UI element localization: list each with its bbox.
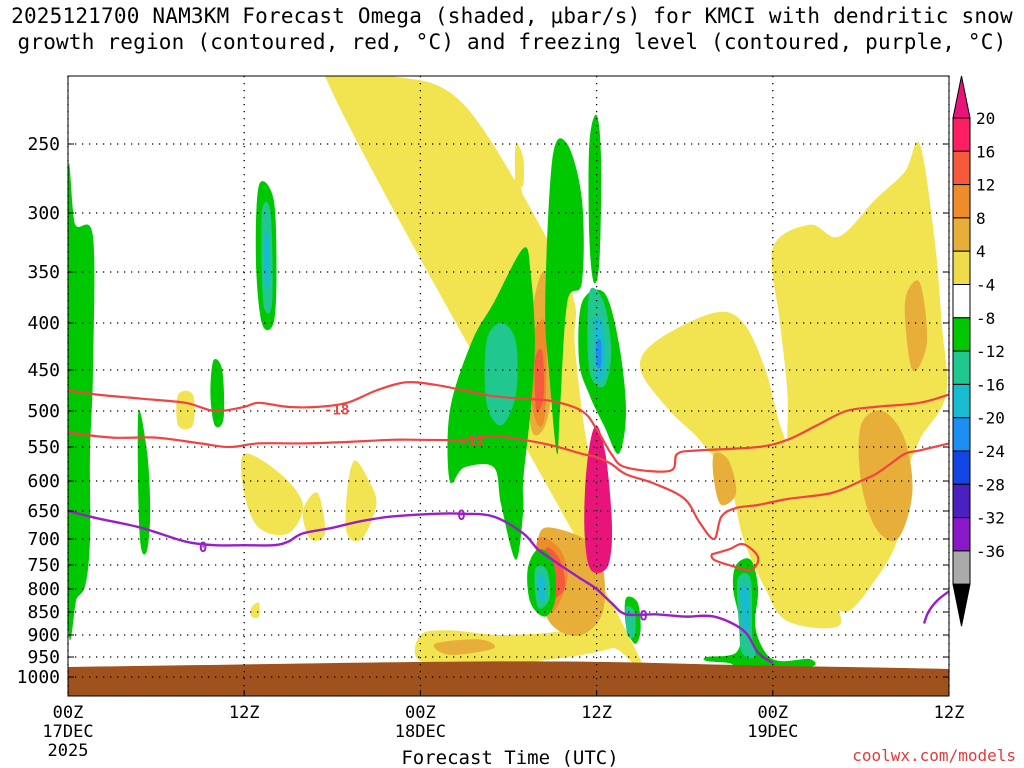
freezing-level-contour xyxy=(68,509,774,665)
omega-shaded-region-39 xyxy=(537,573,546,601)
colorbar-label-7: -12 xyxy=(976,342,1005,361)
colorbar-top-triangle xyxy=(952,75,971,119)
colorbar-label-4: 4 xyxy=(976,242,986,261)
omega-shaded-region-14 xyxy=(433,639,496,655)
omega-shaded-region-6 xyxy=(514,171,527,237)
colorbar-label-11: -28 xyxy=(976,475,1005,494)
x-tick-label-0-2: 2025 xyxy=(48,741,89,761)
omega-shaded-region-26 xyxy=(545,138,584,455)
y-tick-label-950: 950 xyxy=(27,647,60,668)
omega-shaded-region-7 xyxy=(176,390,195,430)
colorbar-swatch-13 xyxy=(952,550,971,585)
y-tick-label-400: 400 xyxy=(27,313,60,334)
plot-frame xyxy=(67,75,950,697)
y-tick-label-350: 350 xyxy=(27,262,60,283)
omega-shaded-region-12 xyxy=(712,452,737,506)
colorbar-label-12: -32 xyxy=(976,509,1005,528)
omega-shaded-region-24 xyxy=(210,358,225,428)
colorbar-label-8: -16 xyxy=(976,375,1005,394)
colorbar-label-5: -4 xyxy=(976,276,995,295)
colorbar-swatch-6 xyxy=(952,317,971,352)
y-tick-label-700: 700 xyxy=(27,529,60,550)
omega-shaded-region-8 xyxy=(250,602,260,619)
colorbar-label-0: 20 xyxy=(976,109,995,128)
x-tick-label-36-0: 12Z xyxy=(581,703,612,723)
colorbar-swatch-11 xyxy=(952,483,971,519)
colorbar-swatch-3 xyxy=(952,217,971,252)
omega-shaded-region-27 xyxy=(588,114,602,284)
omega-shaded-region-31 xyxy=(703,558,816,668)
colorbar-label-10: -24 xyxy=(976,442,1005,461)
omega-shaded-region-4 xyxy=(640,311,842,629)
dgz-contour-1 xyxy=(68,431,949,541)
chart-title-line-1: 2025121700 NAM3KM Forecast Omega (shaded… xyxy=(11,4,1013,28)
colorbar-swatch-1 xyxy=(952,150,971,186)
colorbar-label-9: -20 xyxy=(976,409,1005,428)
y-tick-label-850: 850 xyxy=(27,602,60,623)
y-tick-label-500: 500 xyxy=(27,401,60,422)
colorbar-swatch-5 xyxy=(952,284,971,319)
omega-shaded-region-2 xyxy=(302,492,326,541)
omega-shaded-region-21 xyxy=(68,163,95,641)
dgz-contour-label-1: -12 xyxy=(459,434,484,450)
x-tick-label-48-1: 19DEC xyxy=(747,722,798,742)
y-tick-label-750: 750 xyxy=(27,555,60,576)
omega-shaded-region-11 xyxy=(858,410,913,542)
x-tick-label-24-0: 00Z xyxy=(405,703,436,723)
colorbar-bottom-triangle xyxy=(952,583,971,627)
x-axis-label: Forecast Time (UTC) xyxy=(401,747,618,768)
omega-shaded-region-9 xyxy=(514,143,525,187)
colorbar-swatch-10 xyxy=(952,450,971,485)
omega-shaded-region-32 xyxy=(484,323,518,426)
colorbar-label-1: 16 xyxy=(976,142,995,161)
omega-shaded-region-1 xyxy=(345,460,377,542)
freezing-level-label-1: 0 xyxy=(199,540,207,556)
y-tick-label-450: 450 xyxy=(27,360,60,381)
omega-shaded-region-42 xyxy=(596,338,602,369)
x-tick-label-12-0: 12Z xyxy=(229,703,260,723)
x-tick-label-60-0: 12Z xyxy=(934,703,965,723)
colorbar-label-6: -8 xyxy=(976,309,995,328)
y-tick-label-650: 650 xyxy=(27,501,60,522)
dgz-contour-2 xyxy=(710,542,760,572)
omega-shaded-region-13 xyxy=(904,280,928,372)
colorbar-swatch-9 xyxy=(952,417,971,452)
y-tick-label-1000: 1000 xyxy=(17,667,60,688)
omega-shaded-region-41 xyxy=(264,230,270,288)
freezing-level-label-2: 0 xyxy=(457,508,465,524)
freezing-level-label-3: 0 xyxy=(639,608,647,624)
y-tick-label-300: 300 xyxy=(27,203,60,224)
colorbar-swatch-7 xyxy=(952,350,971,385)
colorbar-label-13: -36 xyxy=(976,542,1005,561)
freezing-level-contour-right xyxy=(922,590,949,624)
y-tick-label-550: 550 xyxy=(27,437,60,458)
site-credit: coolwx.com/models xyxy=(852,746,1016,765)
y-tick-label-900: 900 xyxy=(27,625,60,646)
terrain-surface xyxy=(68,661,949,696)
colorbar-label-3: 8 xyxy=(976,209,986,228)
colorbar-swatch-0 xyxy=(952,117,971,152)
chart-title-line-2: growth region (contoured, red, °C) and f… xyxy=(17,30,1007,54)
colorbar-swatch-2 xyxy=(952,184,971,219)
x-tick-label-24-1: 18DEC xyxy=(395,722,446,742)
omega-shaded-region-3 xyxy=(240,453,304,536)
omega-shaded-region-20 xyxy=(584,425,613,574)
dgz-contour-0 xyxy=(68,380,949,473)
y-tick-label-250: 250 xyxy=(27,134,60,155)
y-tick-label-600: 600 xyxy=(27,471,60,492)
dgz-contour-label-0: -18 xyxy=(324,403,349,419)
omega-shaded-region-40 xyxy=(740,584,750,634)
colorbar-swatch-12 xyxy=(952,517,971,552)
colorbar-swatch-8 xyxy=(952,383,971,419)
x-tick-label-0-0: 00Z xyxy=(53,703,84,723)
y-tick-label-800: 800 xyxy=(27,579,60,600)
x-tick-label-48-0: 00Z xyxy=(757,703,788,723)
omega-shaded-region-5 xyxy=(771,141,948,613)
colorbar-swatch-4 xyxy=(952,250,971,285)
omega-shaded-region-19 xyxy=(534,348,545,413)
omega-shaded-region-22 xyxy=(137,409,151,555)
colorbar-label-2: 12 xyxy=(976,176,995,195)
x-tick-label-0-1: 17DEC xyxy=(42,722,93,742)
